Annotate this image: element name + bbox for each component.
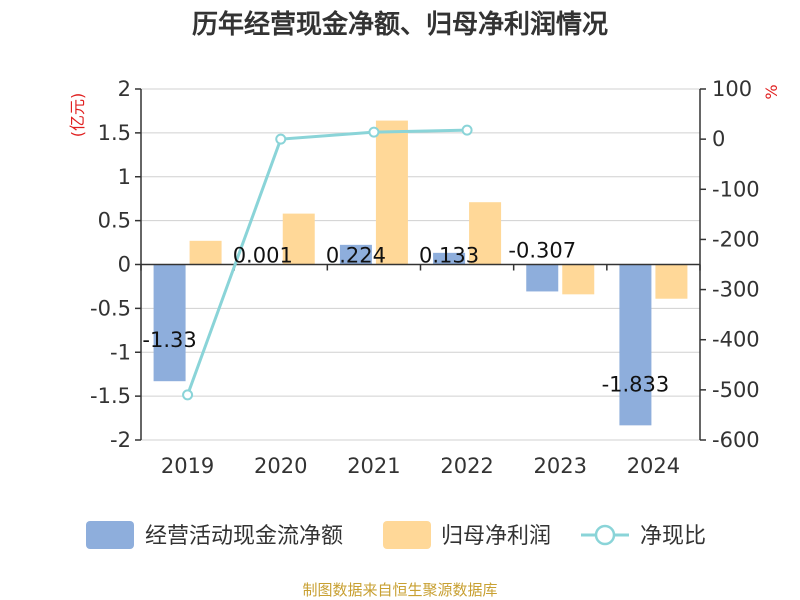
bar-cashflow [153,264,186,382]
bar-netprofit [375,120,408,265]
bar-cashflow [526,264,559,292]
left-tick-label: 0 [118,253,131,277]
bar-netprofit [562,264,595,295]
ratio-point [461,124,473,136]
right-tick-label: -300 [712,278,760,302]
ratio-point [368,126,380,138]
chart-title: 历年经营现金净额、归母净利润情况 [192,9,608,40]
right-axis-unit: % [762,84,781,99]
x-tick-label: 2020 [254,454,307,478]
x-tick-label: 2023 [534,454,587,478]
x-tick-label: 2019 [161,454,214,478]
ratio-point [182,389,194,401]
data-label-cashflow: -1.33 [142,328,196,352]
bar-netprofit [282,213,315,265]
right-tick-label: -600 [712,428,760,452]
legend-swatch-netprofit [383,521,431,549]
data-label-cashflow: 0.001 [233,244,293,268]
right-tick-label: 100 [712,77,752,101]
left-tick-label: -0.5 [90,296,131,320]
x-tick-label: 2021 [347,454,400,478]
left-tick-label: 0.5 [98,209,131,233]
data-labels: -1.33 0.001 0.224 0.133 -0.307 -1.833 [142,238,669,396]
left-tick-label: -2 [110,428,131,452]
left-tick-label: -1 [110,340,131,364]
right-tick-label: -500 [712,378,760,402]
left-tick-label: 1 [118,165,131,189]
data-label-cashflow: 0.224 [326,244,386,268]
legend-label-netprofit: 归母净利润 [441,524,551,549]
ticks: 2 1.5 1 0.5 0 -0.5 -1 -1.5 -2 100 0 -100 -200 -300 -40… [90,77,760,478]
left-tick-label: 2 [118,77,131,101]
legend-label-ratio: 净现比 [640,524,706,549]
legend-label-cashflow: 经营活动现金流净额 [145,524,343,549]
bar-netprofit [469,202,502,265]
ratio-point [275,133,287,145]
bar-netprofit [655,264,688,299]
right-tick-label: -100 [712,177,760,201]
left-tick-label: -1.5 [90,384,131,408]
data-label-cashflow: -0.307 [508,238,576,262]
bars [153,120,688,426]
data-label-cashflow: -1.833 [602,372,670,396]
bar-cashflow [433,252,466,265]
right-tick-label: -200 [712,227,760,251]
source-note: 制图数据来自恒生聚源数据库 [302,581,497,599]
x-tick-label: 2024 [627,454,680,478]
ratio-line-path [186,128,468,396]
legend-swatch-cashflow [86,521,134,549]
legend[interactable]: 经营活动现金流净额 归母净利润 净现比 [86,521,706,549]
x-tick-label: 2022 [440,454,493,478]
right-tick-label: 0 [712,127,725,151]
right-tick-label: -400 [712,328,760,352]
left-tick-label: 1.5 [98,121,131,145]
ratio-line [182,124,473,401]
bar-netprofit [189,240,222,265]
data-label-cashflow: 0.133 [419,244,479,268]
bar-cashflow [619,264,652,426]
bar-cashflow [339,244,372,265]
legend-swatch-ratio-marker [594,524,616,546]
left-axis-unit: (亿元) [68,93,87,138]
